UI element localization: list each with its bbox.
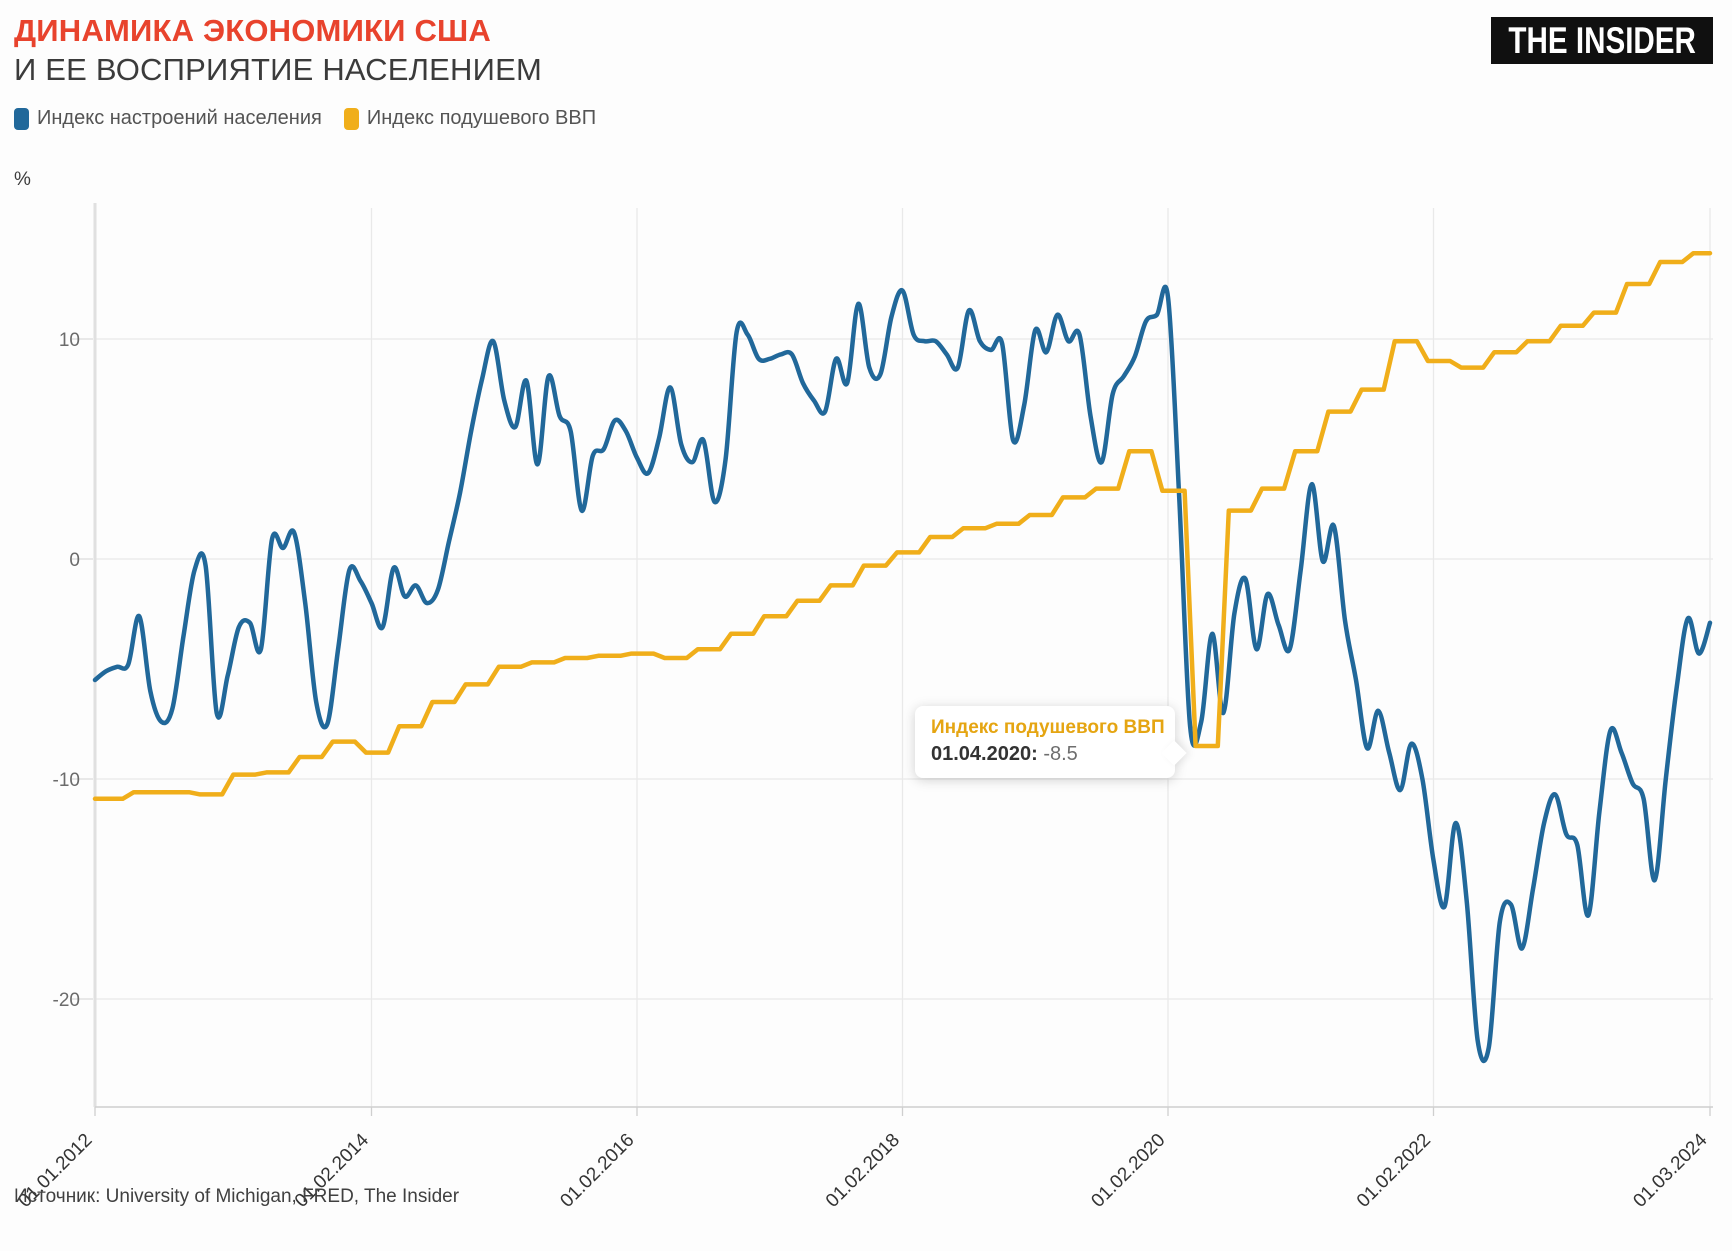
- source-note: Источник: University of Michigan, FRED, …: [14, 1186, 460, 1207]
- chart-tooltip: Индекс подушевого ВВП 01.04.2020: -8.5: [915, 706, 1187, 778]
- series-lines: [92, 250, 1713, 1063]
- page-subtitle: И ЕЕ ВОСПРИЯТИЕ НАСЕЛЕНИЕМ: [14, 52, 542, 87]
- y-axis-line: [93, 203, 97, 1107]
- y-axis-unit-label: %: [14, 169, 31, 190]
- y-tick-label: -20: [53, 990, 80, 1011]
- legend-item-gdp[interactable]: Индекс подушевого ВВП: [343, 107, 597, 130]
- gridlines: [94, 208, 1713, 1107]
- legend-item-sentiment[interactable]: Индекс настроений населения: [14, 107, 322, 130]
- tooltip-date: 01.04.2020:: [931, 743, 1038, 765]
- y-tick-label: -10: [53, 770, 80, 791]
- sentiment-line[interactable]: [92, 284, 1713, 1063]
- legend-label-gdp: Индекс подушевого ВВП: [366, 107, 597, 129]
- legend-label-sentiment: Индекс настроений населения: [37, 107, 322, 129]
- tooltip-value: -8.5: [1043, 743, 1078, 765]
- x-tick-label: 01.02.2018: [822, 1130, 904, 1212]
- y-tick-label: 0: [69, 550, 80, 571]
- tooltip-series-title: Индекс подушевого ВВП: [931, 717, 1165, 738]
- x-tick-label: 01.02.2022: [1353, 1130, 1435, 1212]
- brand-logo: THE INSIDER: [1491, 17, 1713, 64]
- x-tick-label: 01.03.2024: [1629, 1129, 1711, 1211]
- axes: [72, 203, 1713, 1116]
- gdp-line[interactable]: [92, 250, 1713, 802]
- tooltip-value-line: 01.04.2020: -8.5: [931, 743, 1159, 766]
- sentiment-swatch-icon: [14, 107, 29, 130]
- x-tick-label: 01.02.2016: [556, 1130, 638, 1212]
- gdp-swatch-icon: [343, 107, 359, 130]
- brand-logo-text: THE INSIDER: [1508, 19, 1696, 61]
- y-tick-label: 10: [59, 330, 80, 351]
- page-title: ДИНАМИКА ЭКОНОМИКИ США: [14, 13, 491, 48]
- chart-legend: Индекс настроений населения Индекс подуш…: [14, 107, 608, 130]
- x-tick-label: 01.02.2020: [1087, 1130, 1169, 1212]
